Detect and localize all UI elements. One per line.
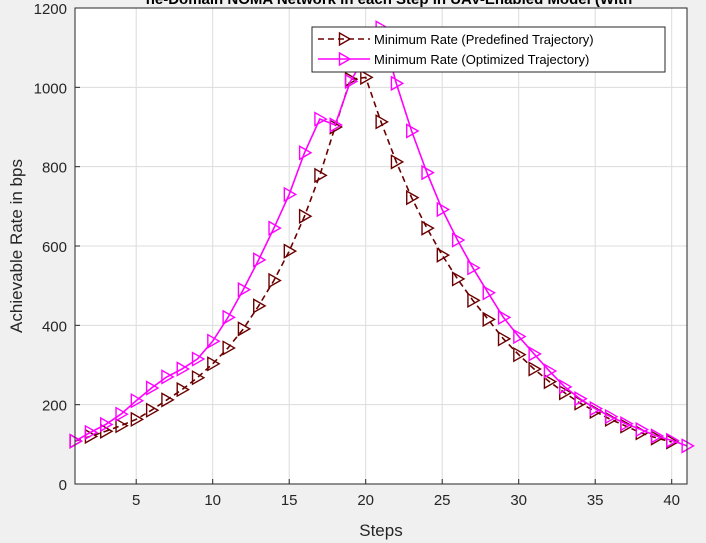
data-point-marker: [130, 392, 145, 409]
data-point-marker: [436, 247, 451, 263]
data-point-marker: [253, 252, 267, 268]
data-point-marker: [451, 232, 466, 248]
data-point-marker: [390, 75, 405, 92]
x-tick-label: 30: [510, 492, 527, 509]
x-axis-label: Steps: [359, 521, 402, 540]
data-point-marker: [176, 361, 191, 377]
x-tick-label: 5: [132, 492, 140, 509]
x-tick-label: 35: [587, 492, 604, 509]
series-line: [74, 76, 672, 443]
data-point-marker: [145, 402, 160, 418]
data-point-marker: [84, 424, 99, 441]
data-point-marker: [207, 356, 221, 372]
data-point-marker: [314, 111, 328, 127]
data-point-marker: [528, 361, 542, 377]
data-point-marker: [604, 408, 619, 425]
data-point-marker: [283, 186, 298, 203]
data-point-marker: [406, 189, 420, 206]
data-point-marker: [268, 272, 282, 289]
data-point-marker: [314, 167, 328, 184]
data-point-marker: [467, 260, 481, 276]
data-point-marker: [161, 392, 175, 408]
data-point-marker: [406, 123, 420, 139]
y-tick-label: 0: [59, 477, 67, 494]
data-point-marker: [528, 346, 542, 362]
chart-title: ne-Domain NOMA Network in each Step in U…: [146, 0, 633, 8]
data-point-marker: [543, 373, 558, 390]
y-tick-label: 1000: [34, 80, 67, 97]
data-point-marker: [497, 331, 512, 347]
data-point-marker: [559, 379, 573, 395]
legend: Minimum Rate (Predefined Trajectory) Min…: [311, 26, 666, 73]
data-point-marker: [513, 346, 527, 363]
y-tick-label: 400: [42, 318, 67, 335]
data-point-marker: [482, 311, 497, 328]
data-point-marker: [650, 428, 665, 444]
y-tick-label: 800: [42, 160, 67, 177]
legend-label-predefined: Minimum Rate (Predefined Trajectory): [374, 32, 594, 47]
data-point-marker: [130, 411, 145, 428]
data-point-marker: [69, 433, 83, 449]
data-point-marker: [161, 369, 175, 385]
data-point-marker: [283, 243, 298, 259]
data-point-marker: [421, 220, 435, 236]
data-point-marker: [574, 391, 588, 407]
data-point-marker: [329, 117, 344, 133]
y-tick-label: 1200: [34, 1, 67, 18]
data-point-marker: [222, 340, 236, 356]
y-tick-label: 200: [42, 398, 67, 415]
data-point-marker: [436, 201, 451, 218]
legend-marker-optimized: [338, 51, 352, 67]
legend-marker-predefined: [338, 31, 352, 47]
x-tick-label: 25: [434, 492, 451, 509]
data-point-marker: [589, 400, 604, 417]
data-point-marker: [298, 145, 313, 161]
x-tick-label: 20: [357, 492, 374, 509]
x-tick-label: 10: [204, 492, 221, 509]
data-point-marker: [268, 220, 282, 236]
data-point-marker: [115, 406, 129, 422]
data-point-marker: [191, 369, 206, 386]
data-point-marker: [344, 73, 359, 90]
data-point-marker: [666, 432, 680, 449]
data-point-marker: [176, 381, 191, 398]
y-tick-label: 600: [42, 239, 67, 256]
data-point-marker: [375, 114, 389, 130]
data-point-marker: [497, 309, 512, 326]
data-point-marker: [482, 285, 497, 301]
data-point-marker: [681, 438, 695, 454]
data-point-marker: [421, 164, 435, 181]
legend-label-optimized: Minimum Rate (Optimized Trajectory): [374, 52, 589, 67]
data-point-marker: [360, 69, 374, 86]
data-point-marker: [467, 292, 481, 309]
data-point-marker: [620, 416, 634, 432]
data-point-marker: [451, 271, 466, 287]
y-axis-label: Achievable Rate in bps: [7, 159, 26, 333]
data-point-marker: [115, 417, 129, 434]
data-point-marker: [298, 208, 313, 224]
x-tick-label: 15: [281, 492, 298, 509]
data-point-marker: [513, 328, 527, 345]
data-point-marker: [145, 380, 160, 396]
data-point-marker: [191, 351, 206, 367]
data-point-marker: [543, 363, 558, 379]
series-0: [69, 69, 680, 450]
data-point-marker: [207, 333, 221, 349]
data-point-marker: [222, 309, 236, 326]
data-point-marker: [390, 154, 405, 170]
data-point-marker: [253, 298, 267, 314]
x-tick-label: 40: [663, 492, 680, 509]
legend-box: [311, 26, 666, 73]
data-point-marker: [100, 416, 114, 433]
data-point-marker: [237, 321, 252, 337]
data-point-marker: [237, 281, 252, 298]
data-point-marker: [635, 421, 650, 438]
